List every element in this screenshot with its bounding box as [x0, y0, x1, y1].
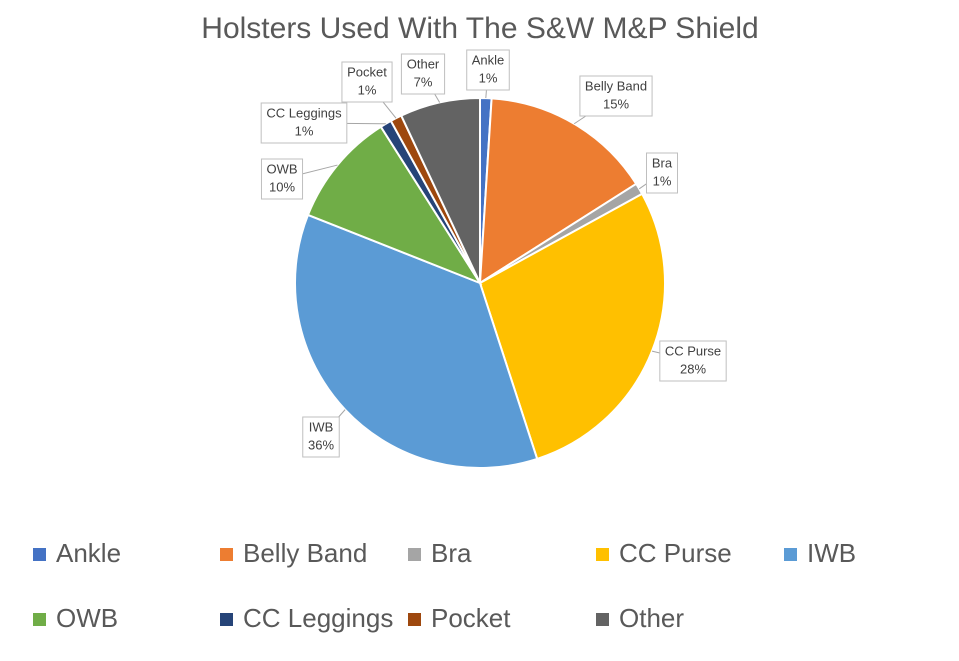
label-box [302, 416, 340, 458]
legend-swatch [220, 613, 233, 626]
label-name: Bra [652, 155, 673, 170]
legend-label: CC Leggings [243, 603, 393, 633]
legend-swatch [33, 613, 46, 626]
legend-label: Pocket [431, 603, 511, 633]
label-value: 1% [479, 70, 498, 85]
legend-swatch [408, 548, 421, 561]
label-name: OWB [266, 161, 297, 176]
label-value: 15% [603, 96, 629, 111]
pie-slice [306, 125, 483, 286]
legend-swatch [596, 548, 609, 561]
legend-label: OWB [56, 603, 118, 633]
label-value: 1% [358, 82, 377, 97]
label-value: 36% [308, 437, 334, 452]
data-label: Ankle 1% [466, 49, 510, 91]
label-name: Pocket [347, 64, 387, 79]
label-value: 10% [269, 179, 295, 194]
label-box [260, 102, 348, 144]
data-label: CC Purse 28% [659, 340, 727, 382]
legend-label: Other [619, 603, 684, 633]
data-label: OWB 10% [260, 158, 304, 200]
label-name: IWB [309, 419, 334, 434]
label-box [260, 158, 304, 200]
legend-swatch [33, 548, 46, 561]
label-name: Belly Band [585, 78, 647, 93]
label-name: Other [407, 56, 440, 71]
legend-swatch [408, 613, 421, 626]
data-label: Belly Band 15% [579, 75, 653, 117]
label-value: 28% [680, 361, 706, 376]
pie-slice [478, 192, 666, 461]
chart-title: Holsters Used With The S&W M&P Shield [201, 12, 758, 45]
data-label: Other 7% [400, 53, 446, 95]
label-box [659, 340, 727, 382]
data-label: Bra 1% [646, 152, 678, 194]
legend-label: Belly Band [243, 538, 367, 568]
pie-slice [399, 96, 481, 284]
label-name: CC Purse [665, 343, 721, 358]
legend-label: CC Purse [619, 538, 732, 568]
label-name: Ankle [472, 52, 505, 67]
legend-label: Ankle [56, 538, 121, 568]
data-label: IWB 36% [302, 416, 340, 458]
pie-slice [294, 213, 539, 469]
label-box [579, 75, 653, 117]
label-box [341, 61, 393, 103]
label-value: 1% [653, 173, 672, 188]
legend-label: Bra [431, 538, 472, 568]
data-label: CC Leggings 1% [260, 102, 348, 144]
label-name: CC Leggings [266, 105, 342, 120]
legend-swatch [596, 613, 609, 626]
legend-swatch [220, 548, 233, 561]
label-box [646, 152, 678, 194]
label-value: 7% [414, 74, 433, 89]
label-box [466, 49, 510, 91]
label-box [400, 53, 446, 95]
label-value: 1% [295, 123, 314, 138]
legend-swatch [784, 548, 797, 561]
data-label: Pocket 1% [341, 61, 393, 103]
legend-label: IWB [807, 538, 856, 568]
